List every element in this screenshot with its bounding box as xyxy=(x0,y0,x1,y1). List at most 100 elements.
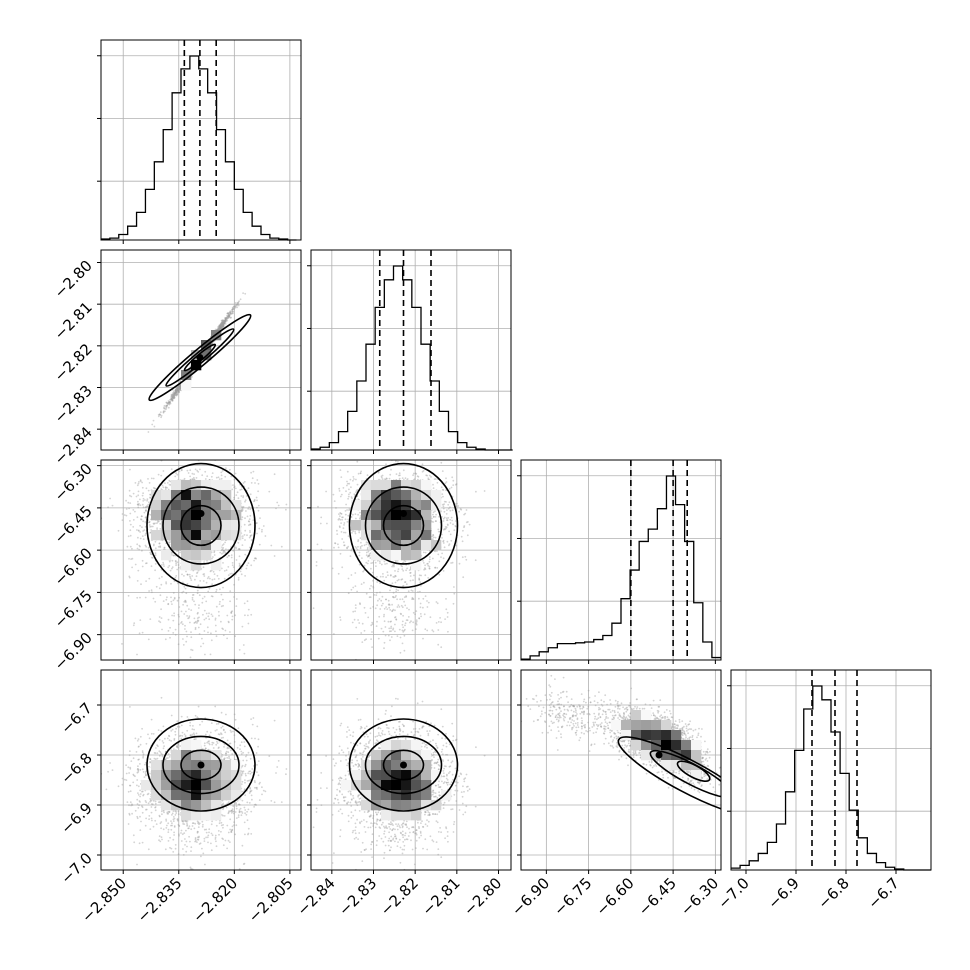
sample-point xyxy=(168,401,170,404)
x-tick-label: −6.9 xyxy=(764,874,802,912)
sample-point xyxy=(220,474,223,477)
sample-point xyxy=(137,490,140,493)
sample-point xyxy=(166,596,168,599)
sample-point xyxy=(177,390,180,393)
sample-point xyxy=(217,327,220,330)
sample-point xyxy=(175,391,177,394)
sample-point xyxy=(176,599,179,602)
sample-point xyxy=(176,389,179,392)
sample-point xyxy=(231,309,233,311)
sample-point xyxy=(150,477,153,480)
sample-point xyxy=(149,493,152,496)
sample-point xyxy=(189,575,191,578)
sample-point xyxy=(242,644,245,646)
sample-point xyxy=(151,423,154,426)
sample-point xyxy=(222,324,224,326)
sample-point xyxy=(237,578,240,581)
sample-point xyxy=(247,562,250,564)
sample-point xyxy=(186,582,189,585)
sample-point xyxy=(171,396,174,399)
sample-point xyxy=(218,478,221,480)
sample-point xyxy=(139,479,142,482)
sample-point xyxy=(180,469,183,472)
sample-point xyxy=(222,324,225,326)
sample-point xyxy=(226,316,229,319)
sample-point xyxy=(232,305,235,308)
sample-point xyxy=(145,510,147,512)
sample-point xyxy=(255,496,258,499)
sample-point xyxy=(222,321,225,324)
sample-point xyxy=(178,385,181,388)
sample-point xyxy=(144,516,147,519)
sample-point xyxy=(155,585,158,588)
sample-point xyxy=(222,321,224,324)
sample-point xyxy=(172,397,175,400)
sample-point xyxy=(238,649,241,651)
sample-point xyxy=(225,317,227,320)
sample-point xyxy=(222,325,225,328)
sample-point xyxy=(167,566,170,569)
sample-point xyxy=(159,413,162,416)
sample-point xyxy=(253,498,256,501)
sample-point xyxy=(179,384,181,387)
sample-point xyxy=(163,407,166,410)
sample-point xyxy=(169,398,171,401)
sample-point xyxy=(221,321,224,324)
sample-point xyxy=(193,473,195,475)
sample-point xyxy=(247,507,250,510)
sample-point xyxy=(174,392,177,394)
sample-point xyxy=(194,621,196,624)
sample-point xyxy=(244,500,246,503)
sample-point xyxy=(203,595,206,598)
sample-point xyxy=(137,536,139,539)
sample-point xyxy=(186,469,189,472)
sample-point xyxy=(178,389,181,392)
sample-point xyxy=(148,521,151,524)
sample-point xyxy=(178,386,181,389)
sample-point xyxy=(174,559,177,562)
sample-point xyxy=(223,322,225,324)
sample-point xyxy=(203,573,206,575)
y-tick-label: −2.82 xyxy=(51,340,96,385)
sample-point xyxy=(222,324,225,326)
sample-point xyxy=(184,601,187,604)
sample-point xyxy=(154,540,157,543)
sample-point xyxy=(223,550,226,553)
scatter-panel-2-0: −6.90−6.75−6.60−6.45−6.30 xyxy=(51,459,302,674)
sample-point xyxy=(172,390,175,393)
sample-point xyxy=(197,626,200,629)
sample-point xyxy=(171,394,174,396)
sample-point xyxy=(227,316,230,319)
sample-point xyxy=(147,431,150,433)
sample-point xyxy=(196,572,198,574)
sample-point xyxy=(176,389,178,392)
sample-point xyxy=(142,492,144,495)
sample-point xyxy=(162,470,165,472)
sample-point xyxy=(224,320,227,323)
sample-point xyxy=(171,567,173,570)
sample-point xyxy=(148,521,150,524)
sample-point xyxy=(253,557,256,560)
sample-point xyxy=(208,612,210,615)
sample-point xyxy=(232,310,235,313)
sample-point xyxy=(165,582,168,585)
sample-point xyxy=(230,612,233,614)
sample-point xyxy=(158,542,161,545)
sample-point xyxy=(175,392,178,395)
sample-point xyxy=(158,616,161,618)
sample-point xyxy=(222,323,225,326)
sample-point xyxy=(256,506,258,509)
sample-point xyxy=(169,402,172,405)
sample-point xyxy=(224,319,227,322)
sample-point xyxy=(240,573,243,576)
sample-point xyxy=(181,591,183,594)
sample-point xyxy=(231,488,234,491)
sample-point xyxy=(194,628,197,631)
sample-point xyxy=(236,302,239,305)
sample-point xyxy=(248,536,251,539)
sample-point xyxy=(231,312,234,315)
y-tick-label: −6.90 xyxy=(51,629,96,674)
sample-point xyxy=(198,633,201,635)
sample-point xyxy=(219,323,222,326)
sample-point xyxy=(261,528,263,531)
